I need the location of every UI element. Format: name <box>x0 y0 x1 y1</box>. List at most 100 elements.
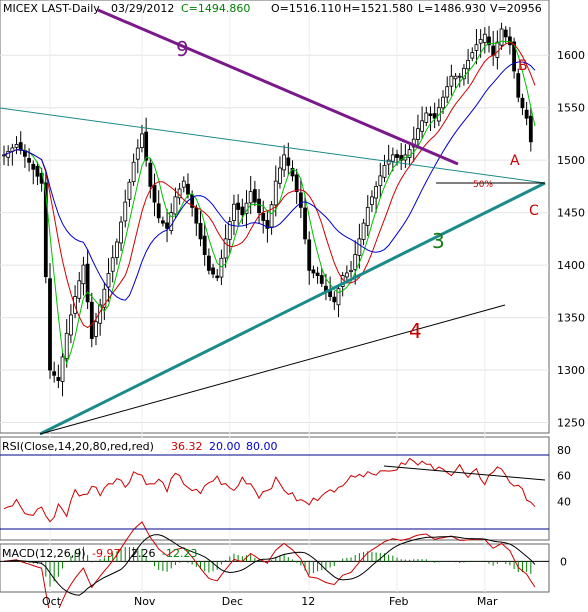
candle-body <box>495 41 500 58</box>
candle-body <box>152 184 157 203</box>
price-tick-label: 1600 <box>557 49 585 62</box>
low-value: L=1486.930 <box>418 2 486 15</box>
rsi-series <box>3 457 536 523</box>
candle-body <box>223 238 228 259</box>
candle-body <box>353 254 358 270</box>
candle-body <box>77 280 82 299</box>
candle-body <box>282 154 287 171</box>
candle-body <box>106 273 111 288</box>
trendline-3 <box>39 181 546 436</box>
candle-body <box>6 151 11 158</box>
candle-body <box>365 206 370 226</box>
macd-series <box>0 521 549 612</box>
candle-body <box>516 73 521 98</box>
candle-body <box>148 162 153 187</box>
chart-title: MICEX LAST-Daily <box>3 2 100 15</box>
macd-signal-line <box>3 534 536 596</box>
candle-body <box>181 180 186 188</box>
candle-body <box>432 113 437 119</box>
candle-body <box>487 36 491 46</box>
candle-body <box>336 288 341 306</box>
rsi-panel <box>0 436 550 541</box>
open-value: O=1516.110 <box>271 2 341 15</box>
candle-body <box>528 115 533 143</box>
candle-body <box>332 296 337 303</box>
ma-short-line <box>3 40 536 365</box>
label-a: A <box>510 153 520 169</box>
x-tick-label: Dec <box>222 595 243 608</box>
candle-body <box>211 267 215 275</box>
candle-body <box>119 221 123 244</box>
rsi-trendline <box>383 465 546 481</box>
candle-body <box>252 189 257 203</box>
candle-body <box>102 288 107 308</box>
gridlines <box>0 0 549 592</box>
candle-body <box>2 154 6 157</box>
macd-signal-value: 2.26 <box>131 547 156 560</box>
label-c: C <box>529 203 539 219</box>
candle-body <box>257 198 261 214</box>
candle-body <box>503 29 508 38</box>
macd-title: MACD(12,26,9) <box>2 547 86 560</box>
candle-body <box>303 207 307 240</box>
candle-body <box>278 167 282 184</box>
candle-body <box>194 207 199 224</box>
candle-body <box>512 41 516 72</box>
candle-body <box>520 97 525 109</box>
candle-body <box>232 203 236 221</box>
rsi-last-value: 36.32 <box>171 440 203 453</box>
rsi-tick-label: 60 <box>557 470 571 483</box>
candle-body <box>94 321 98 337</box>
label-9: 9 <box>176 37 189 61</box>
candle-body <box>215 275 220 279</box>
label-50-percent: 50% <box>473 180 493 190</box>
price-tick-label: 1500 <box>557 154 585 167</box>
candle-body <box>140 133 144 148</box>
label-b: B <box>518 58 528 74</box>
ma-mid-line <box>3 41 536 329</box>
rsi-title: RSI(Close,14,20,80,red,red) <box>2 440 154 453</box>
rsi-upper-value: 80.00 <box>246 440 278 453</box>
rsi-tick-label: 80 <box>557 444 571 457</box>
candle-body <box>382 165 387 178</box>
candle-body <box>286 157 291 166</box>
price-tick-label: 1250 <box>557 417 585 430</box>
candle-body <box>85 263 90 303</box>
candle-body <box>424 112 429 123</box>
trendline-4 <box>39 304 506 435</box>
x-tick-label: Mar <box>477 595 498 608</box>
candle-body <box>482 33 487 43</box>
candle-body <box>127 181 132 200</box>
candle-body <box>31 163 36 170</box>
candle-body <box>395 154 399 158</box>
candle-body <box>186 183 190 195</box>
candle-body <box>344 272 349 278</box>
candle-body <box>307 239 312 271</box>
candle-body <box>64 332 69 359</box>
x-tick-label: 12 <box>301 595 315 608</box>
candle-body <box>43 182 48 278</box>
candle-body <box>160 220 165 224</box>
candle-body <box>374 185 379 199</box>
candle-body <box>89 301 94 339</box>
candle-body <box>173 196 178 215</box>
candle-body <box>219 257 224 278</box>
candle-body <box>269 204 274 228</box>
candle-body <box>466 60 471 70</box>
candle-body <box>407 149 412 158</box>
candle-body <box>18 142 23 151</box>
price-tick-label: 1300 <box>557 364 585 377</box>
candle-body <box>453 75 458 80</box>
candle-body <box>390 154 395 162</box>
candle-body <box>236 202 241 210</box>
candle-body <box>206 255 211 271</box>
candle-body <box>144 131 149 161</box>
candle-body <box>499 28 504 46</box>
label-4: 4 <box>409 319 422 343</box>
candle-body <box>35 165 40 177</box>
candle-body <box>27 158 31 163</box>
candle-body <box>508 36 512 46</box>
candle-body <box>261 212 266 221</box>
candle-body <box>123 201 128 222</box>
candle-body <box>298 192 303 208</box>
